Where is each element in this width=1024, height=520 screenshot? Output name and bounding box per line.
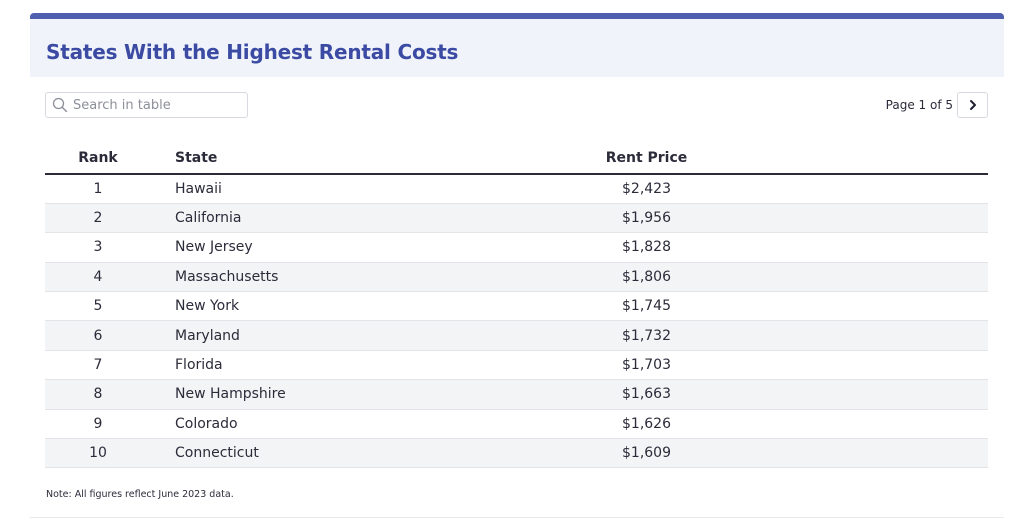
page-indicator: Page 1 of 5: [885, 98, 953, 112]
table-row: 6 Maryland $1,732: [45, 320, 988, 351]
rank-cell: 6: [45, 320, 151, 351]
rank-cell: 9: [45, 409, 151, 440]
rent-price-cell: $1,703: [411, 350, 988, 381]
state-cell: Massachusetts: [151, 262, 411, 293]
column-header-rent-price[interactable]: Rent Price: [411, 142, 988, 175]
state-cell: New Hampshire: [151, 379, 411, 410]
page-title: States With the Highest Rental Costs: [46, 40, 459, 64]
table-row: 8 New Hampshire $1,663: [45, 379, 988, 410]
rank-cell: 10: [45, 438, 151, 469]
table-row: 1 Hawaii $2,423: [45, 174, 988, 204]
column-header-rank[interactable]: Rank: [45, 142, 151, 175]
rent-price-cell: $1,609: [411, 438, 988, 469]
table-row: 5 New York $1,745: [45, 291, 988, 322]
table-row: 4 Massachusetts $1,806: [45, 262, 988, 293]
rent-price-cell: $2,423: [411, 174, 988, 204]
table-row: 3 New Jersey $1,828: [45, 232, 988, 263]
state-cell: New York: [151, 291, 411, 322]
rent-price-cell: $1,806: [411, 262, 988, 293]
state-cell: Hawaii: [151, 174, 411, 204]
rank-cell: 3: [45, 232, 151, 263]
state-cell: Connecticut: [151, 438, 411, 469]
chevron-right-icon: [969, 100, 976, 110]
table-row: 7 Florida $1,703: [45, 350, 988, 381]
column-header-state[interactable]: State: [151, 142, 411, 175]
rank-cell: 7: [45, 350, 151, 381]
rental-table: Rank State Rent Price 1 Hawaii $2,423 2 …: [45, 142, 988, 469]
rank-cell: 4: [45, 262, 151, 293]
rent-price-cell: $1,663: [411, 379, 988, 410]
table-header-row: Rank State Rent Price: [45, 142, 988, 175]
table-row: 9 Colorado $1,626: [45, 409, 988, 440]
table-row: 10 Connecticut $1,609: [45, 438, 988, 469]
state-cell: Maryland: [151, 320, 411, 351]
title-card: States With the Highest Rental Costs: [30, 13, 1004, 77]
state-cell: New Jersey: [151, 232, 411, 263]
rank-cell: 1: [45, 174, 151, 204]
rank-cell: 8: [45, 379, 151, 410]
rent-price-cell: $1,626: [411, 409, 988, 440]
rent-price-cell: $1,745: [411, 291, 988, 322]
footnote: Note: All figures reflect June 2023 data…: [46, 489, 234, 500]
rank-cell: 5: [45, 291, 151, 322]
table-row: 2 California $1,956: [45, 203, 988, 234]
next-page-button[interactable]: [957, 92, 988, 118]
state-cell: California: [151, 203, 411, 234]
search-input[interactable]: [73, 93, 243, 117]
search-icon: [52, 97, 68, 113]
search-box[interactable]: [45, 92, 248, 118]
rent-price-cell: $1,956: [411, 203, 988, 234]
divider: [30, 517, 1004, 518]
rank-cell: 2: [45, 203, 151, 234]
state-cell: Colorado: [151, 409, 411, 440]
state-cell: Florida: [151, 350, 411, 381]
rent-price-cell: $1,828: [411, 232, 988, 263]
rent-price-cell: $1,732: [411, 320, 988, 351]
